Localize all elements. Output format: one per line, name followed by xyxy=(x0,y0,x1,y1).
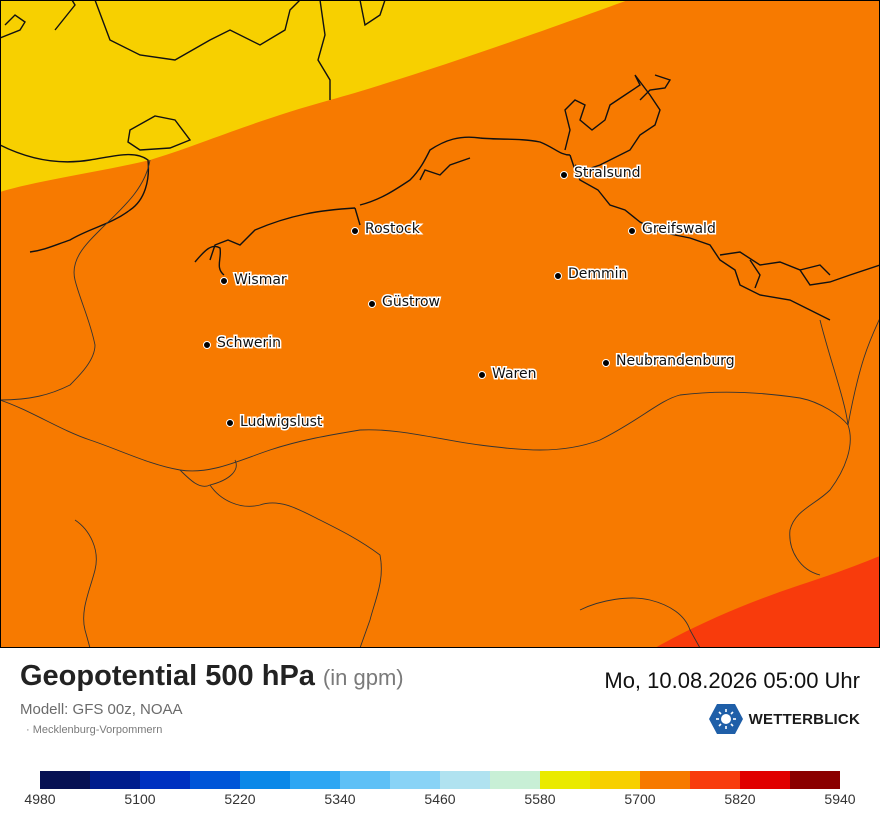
svg-text:Waren: Waren xyxy=(492,366,536,382)
scale-swatch xyxy=(490,771,540,789)
scale-swatch xyxy=(440,771,490,789)
city-schwerin[interactable]: Schwerin xyxy=(203,334,283,353)
brand-logo[interactable]: WETTERBLICK xyxy=(708,703,860,735)
scale-tick-label: 5340 xyxy=(324,791,356,807)
city-stralsund[interactable]: Stralsund xyxy=(560,164,642,183)
sun-icon xyxy=(708,704,743,734)
svg-text:Schwerin: Schwerin xyxy=(217,335,281,351)
cities: Stralsund Rostock Greifswald Wismar Demm… xyxy=(203,164,736,432)
svg-text:Wismar: Wismar xyxy=(234,272,287,288)
svg-text:Güstrow: Güstrow xyxy=(382,294,440,310)
scale-swatch xyxy=(740,771,790,789)
svg-text:Greifswald: Greifswald xyxy=(642,221,716,237)
footer: Geopotential 500 hPa (in gpm) Modell: GFS… xyxy=(0,648,880,830)
scale-swatch xyxy=(290,771,340,789)
scale-swatch xyxy=(90,771,140,789)
city-greifswald[interactable]: Greifswald xyxy=(628,220,717,239)
scale-tick-label: 5700 xyxy=(624,791,656,807)
svg-text:Ludwigslust: Ludwigslust xyxy=(240,414,323,430)
scale-swatch xyxy=(540,771,590,789)
city-neubrandenburg[interactable]: Neubrandenburg xyxy=(602,352,736,371)
scale-swatch xyxy=(590,771,640,789)
field-5760 xyxy=(655,556,880,648)
field-5640 xyxy=(0,0,628,192)
city-waren[interactable]: Waren xyxy=(478,365,538,384)
region-label: · Mecklenburg-Vorpommern xyxy=(26,724,163,736)
svg-text:Rostock: Rostock xyxy=(365,221,421,237)
page-title: Geopotential 500 hPa (in gpm) xyxy=(20,660,404,693)
scale-tick-label: 5580 xyxy=(524,791,556,807)
forecast-datetime: Mo, 10.08.2026 05:00 Uhr xyxy=(604,668,860,693)
scale-swatch xyxy=(340,771,390,789)
city-demmin[interactable]: Demmin xyxy=(554,265,629,284)
scale-swatch xyxy=(790,771,840,789)
scale-swatch xyxy=(690,771,740,789)
city-guestrow[interactable]: Güstrow xyxy=(368,293,441,312)
scale-tick-label: 5940 xyxy=(824,791,856,807)
coastline xyxy=(0,0,880,321)
scale-swatch xyxy=(640,771,690,789)
scale-swatch xyxy=(140,771,190,789)
scale-swatch xyxy=(390,771,440,789)
city-rostock[interactable]: Rostock xyxy=(351,220,422,239)
map: Stralsund Rostock Greifswald Wismar Demm… xyxy=(0,0,880,648)
scale-tick-label: 5820 xyxy=(724,791,756,807)
title-text: Geopotential 500 hPa xyxy=(20,660,315,692)
borders xyxy=(0,159,880,648)
unit-label: (in gpm) xyxy=(322,665,404,690)
scale-tick-label: 5100 xyxy=(124,791,156,807)
brand-name: WETTERBLICK xyxy=(748,710,860,728)
scale-tick-label: 4980 xyxy=(24,791,56,807)
model-label: Modell: GFS 00z, NOAA xyxy=(20,701,183,718)
svg-text:Neubrandenburg: Neubrandenburg xyxy=(616,353,735,369)
scale-ticks: 4980 5100 5220 5340 5460 5580 5700 5820 5940 xyxy=(0,791,880,811)
color-scale xyxy=(40,771,840,789)
scale-tick-label: 5220 xyxy=(224,791,256,807)
city-wismar[interactable]: Wismar xyxy=(220,271,288,290)
city-ludwigslust[interactable]: Ludwigslust xyxy=(226,413,324,432)
svg-text:Stralsund: Stralsund xyxy=(574,165,641,181)
scale-tick-label: 5460 xyxy=(424,791,456,807)
svg-text:Demmin: Demmin xyxy=(568,266,627,282)
scale-swatch xyxy=(190,771,240,789)
scale-swatch xyxy=(40,771,90,789)
scale-swatch xyxy=(240,771,290,789)
